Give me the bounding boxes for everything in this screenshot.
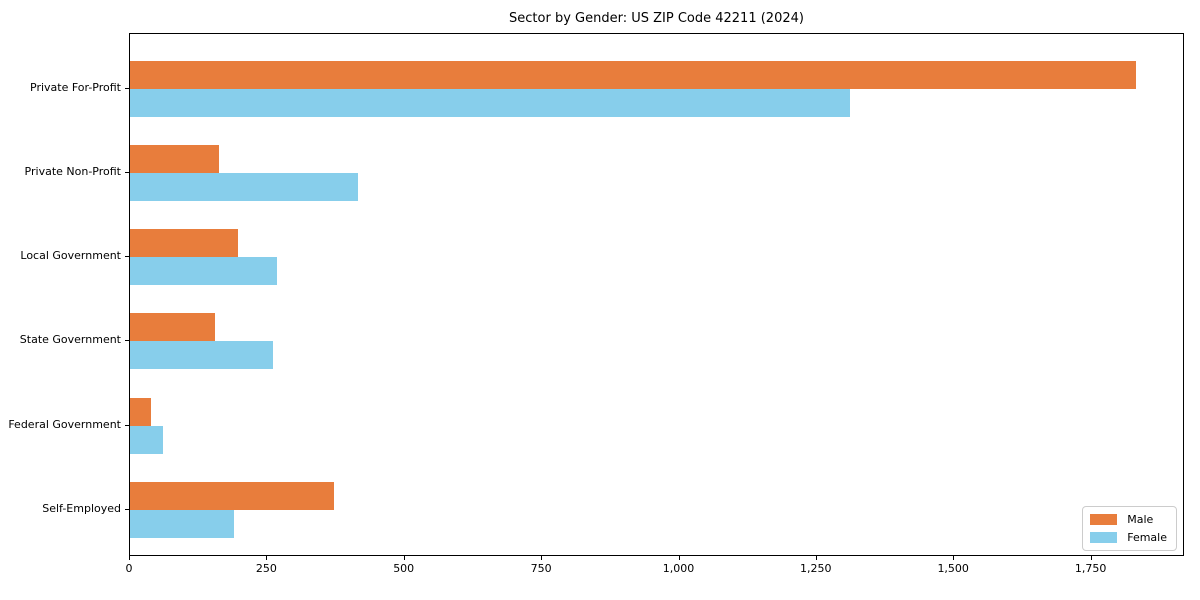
x-tick-mark [266, 556, 268, 560]
x-tick-mark [403, 556, 405, 560]
x-tick-label: 1,750 [1074, 562, 1107, 575]
y-tick-label: Federal Government [8, 417, 121, 431]
female-legend-swatch [1090, 532, 1118, 543]
legend: Male Female [1082, 506, 1177, 551]
chart-title: Sector by Gender: US ZIP Code 42211 (202… [509, 11, 804, 26]
bar-male-5 [130, 397, 151, 426]
x-tick-mark [815, 556, 817, 560]
x-tick-mark [541, 556, 543, 560]
male-legend-swatch [1090, 514, 1118, 525]
legend-item-female: Female [1090, 531, 1167, 544]
y-tick-label: Private Non-Profit [24, 164, 121, 178]
y-tick-label: Self-Employed [42, 502, 121, 515]
x-tick-label: 0 [125, 562, 133, 575]
x-tick-label: 1,000 [662, 562, 695, 575]
x-tick-label: 250 [255, 562, 277, 575]
x-tick-label: 1,500 [937, 562, 969, 575]
x-tick-mark [129, 556, 130, 560]
y-tick-label: Local Government [20, 249, 121, 263]
y-tick-mark [125, 171, 129, 173]
bar-female-1 [130, 88, 850, 117]
x-tick-mark [953, 556, 955, 560]
x-tick-mark [678, 556, 680, 560]
bar-male-4 [130, 313, 215, 342]
y-tick-mark [125, 340, 129, 342]
x-tick-label: 1,250 [800, 562, 832, 575]
bar-female-6 [130, 510, 235, 538]
bar-female-2 [130, 172, 358, 201]
bar-male-1 [130, 60, 1136, 89]
plot-area: Male Female [129, 33, 1184, 556]
bar-female-3 [130, 257, 278, 286]
bar-male-2 [130, 144, 219, 173]
x-tick-mark [1090, 556, 1092, 560]
bar-female-4 [130, 341, 273, 370]
legend-label-male: Male [1127, 513, 1154, 526]
y-tick-mark [125, 87, 129, 89]
bar-male-6 [130, 482, 335, 510]
legend-label-female: Female [1127, 531, 1167, 544]
y-tick-mark [125, 509, 129, 510]
bar-female-5 [130, 425, 163, 454]
y-tick-mark [125, 256, 129, 258]
legend-item-male: Male [1090, 513, 1167, 526]
y-tick-mark [125, 424, 129, 426]
y-tick-label: State Government [19, 333, 121, 347]
y-tick-label: Private For-Profit [30, 80, 121, 94]
bar-male-3 [130, 229, 238, 258]
x-tick-label: 500 [393, 562, 415, 575]
x-tick-label: 750 [530, 562, 552, 575]
